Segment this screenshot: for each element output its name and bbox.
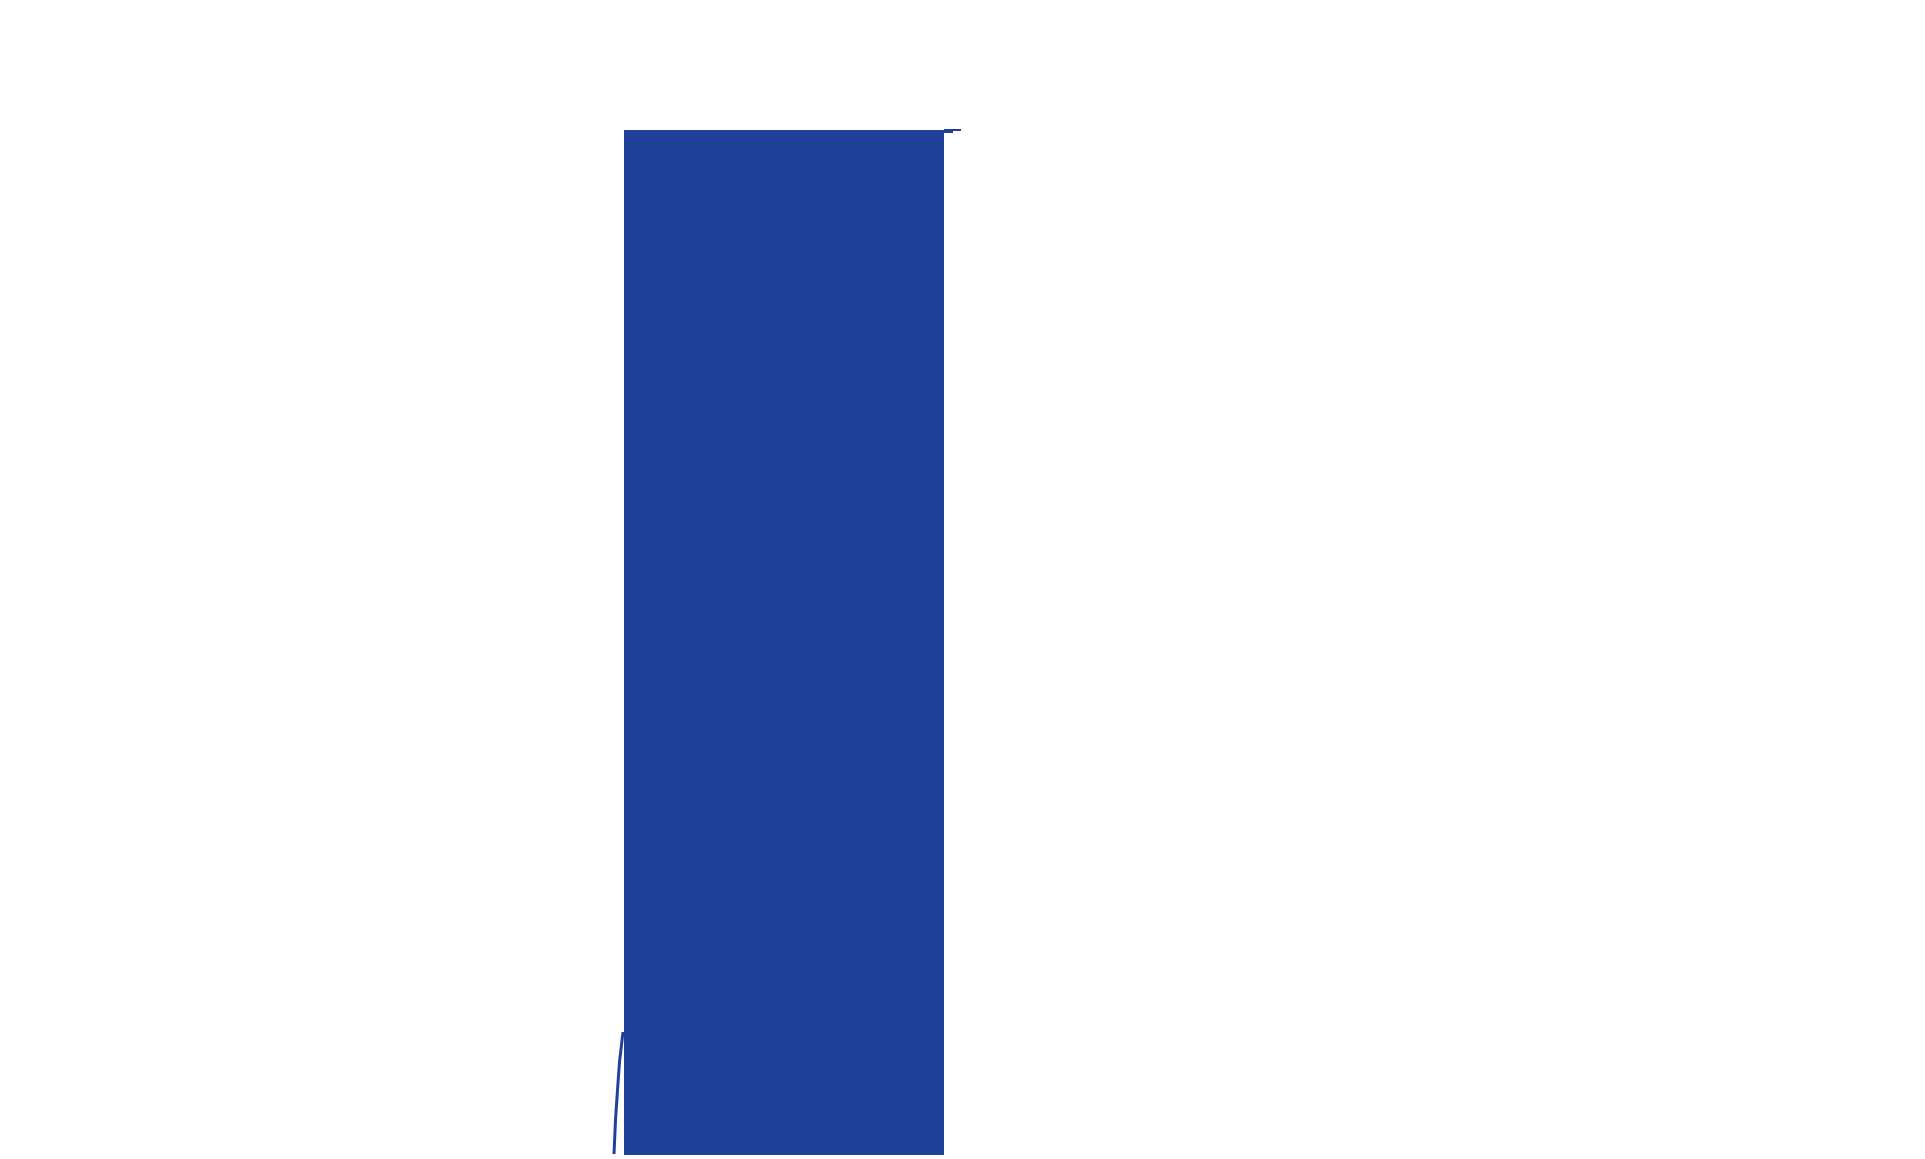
stray-stroke-bottom-left-diagonal	[612, 1031, 625, 1155]
drawn-rectangle	[624, 130, 944, 1155]
stray-stroke-top-right-thin	[953, 129, 961, 131]
stray-stroke-top-right-thick	[944, 129, 953, 133]
